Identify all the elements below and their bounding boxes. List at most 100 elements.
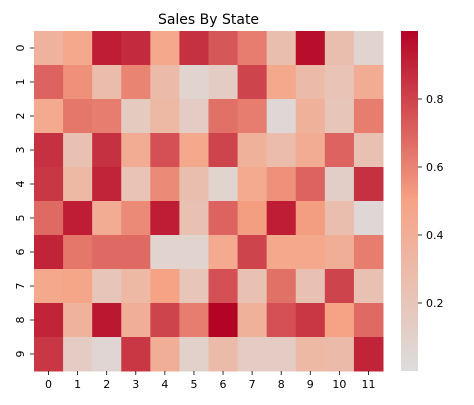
y-tick-label: 4 [14,181,27,188]
colorbar-tick-label: 0.2 [426,297,444,310]
y-tick-label: 0 [14,45,27,52]
heatmap-cell-r0-c6 [208,31,239,66]
x-tick-label: 4 [161,378,168,391]
heatmap-cell-r7-c11 [353,269,384,304]
heatmap-cell-r9-c4 [150,337,180,372]
x-tick-label: 1 [74,378,81,391]
heatmap-cell-r8-c3 [121,303,151,338]
heatmap-cell-r8-c5 [179,303,209,338]
x-tick-label: 5 [190,378,197,391]
heatmap-cell-r8-c8 [266,303,297,338]
y-tick-label: 5 [14,215,27,222]
heatmap-cell-r8-c6 [208,303,239,338]
heatmap-cell-r2-c6 [208,99,239,134]
heatmap-cell-r3-c1 [63,133,93,168]
x-tick-label: 8 [278,378,285,391]
heatmap-cell-r3-c6 [208,133,239,168]
heatmap-cell-r6-c8 [266,235,297,270]
heatmap-cell-r0-c5 [179,31,209,66]
heatmap-cell-r2-c0 [34,99,64,134]
heatmap-cell-r9-c8 [266,337,297,372]
heatmap-cell-r4-c5 [179,167,209,202]
heatmap-cell-r2-c3 [121,99,151,134]
heatmap-cell-r0-c11 [353,31,384,66]
x-tick-label: 2 [103,378,110,391]
heatmap-cell-r0-c4 [150,31,180,66]
heatmap-cell-r9-c9 [295,337,326,372]
heatmap-cell-r1-c6 [208,65,239,100]
heatmap-cell-r0-c10 [324,31,355,66]
x-axis-ticks: 0 1 2 3 4 5 6 7 8 9 10 11 [45,371,375,391]
heatmap-cell-r2-c10 [324,99,355,134]
heatmap-cell-r3-c5 [179,133,209,168]
heatmap-cell-r2-c1 [63,99,93,134]
heatmap-cell-r5-c9 [295,201,326,236]
heatmap-cell-r2-c2 [92,99,122,134]
y-tick-label: 8 [14,317,27,324]
heatmap-cell-r8-c4 [150,303,180,338]
heatmap-cell-r5-c10 [324,201,355,236]
heatmap-cell-r4-c10 [324,167,355,202]
heatmap-cells [34,31,384,372]
y-tick-label: 3 [14,147,27,154]
colorbar-tick-label: 0.8 [426,93,444,106]
heatmap-cell-r1-c9 [295,65,326,100]
heatmap-cell-r9-c7 [237,337,268,372]
x-tick-label: 6 [220,378,227,391]
heatmap-cell-r4-c9 [295,167,326,202]
heatmap-cell-r5-c11 [353,201,384,236]
heatmap-cell-r0-c0 [34,31,64,66]
colorbar-tick-label: 0.4 [426,229,444,242]
heatmap-cell-r7-c9 [295,269,326,304]
heatmap-cell-r8-c2 [92,303,122,338]
heatmap-cell-r1-c7 [237,65,268,100]
heatmap-cell-r3-c10 [324,133,355,168]
heatmap-cell-r6-c6 [208,235,239,270]
heatmap-cell-r2-c8 [266,99,297,134]
heatmap-cell-r7-c6 [208,269,239,304]
x-tick-label: 7 [249,378,256,391]
heatmap-cell-r1-c4 [150,65,180,100]
heatmap-cell-r7-c8 [266,269,297,304]
x-tick-label: 3 [132,378,139,391]
heatmap-cell-r3-c11 [353,133,384,168]
heatmap-cell-r2-c11 [353,99,384,134]
heatmap-cell-r6-c2 [92,235,122,270]
heatmap-cell-r1-c8 [266,65,297,100]
y-tick-label: 7 [14,283,27,290]
heatmap-cell-r9-c2 [92,337,122,372]
heatmap-cell-r6-c1 [63,235,93,270]
heatmap-cell-r0-c3 [121,31,151,66]
heatmap-cell-r9-c10 [324,337,355,372]
heatmap-cell-r6-c0 [34,235,64,270]
y-tick-label: 2 [14,113,27,120]
x-tick-label: 10 [332,378,346,391]
y-tick-label: 9 [14,351,27,358]
heatmap-cell-r1-c5 [179,65,209,100]
heatmap-cell-r2-c4 [150,99,180,134]
colorbar-ticks: 0.2 0.4 0.6 0.8 [418,93,444,310]
heatmap-cell-r4-c8 [266,167,297,202]
heatmap-cell-r3-c0 [34,133,64,168]
heatmap-cell-r7-c4 [150,269,180,304]
heatmap-cell-r6-c4 [150,235,180,270]
heatmap-cell-r5-c4 [150,201,180,236]
heatmap-cell-r3-c7 [237,133,268,168]
heatmap-cell-r3-c8 [266,133,297,168]
heatmap-cell-r8-c1 [63,303,93,338]
x-tick-label: 11 [361,378,375,391]
heatmap-cell-r9-c11 [353,337,384,372]
heatmap-cell-r6-c5 [179,235,209,270]
heatmap-cell-r9-c3 [121,337,151,372]
x-tick-label: 0 [45,378,52,391]
heatmap-cell-r5-c8 [266,201,297,236]
heatmap-cell-r7-c10 [324,269,355,304]
colorbar [401,31,418,371]
heatmap-cell-r4-c0 [34,167,64,202]
heatmap-cell-r4-c7 [237,167,268,202]
heatmap-cell-r7-c1 [63,269,93,304]
heatmap-cell-r8-c7 [237,303,268,338]
heatmap-cell-r9-c1 [63,337,93,372]
heatmap-cell-r6-c7 [237,235,268,270]
